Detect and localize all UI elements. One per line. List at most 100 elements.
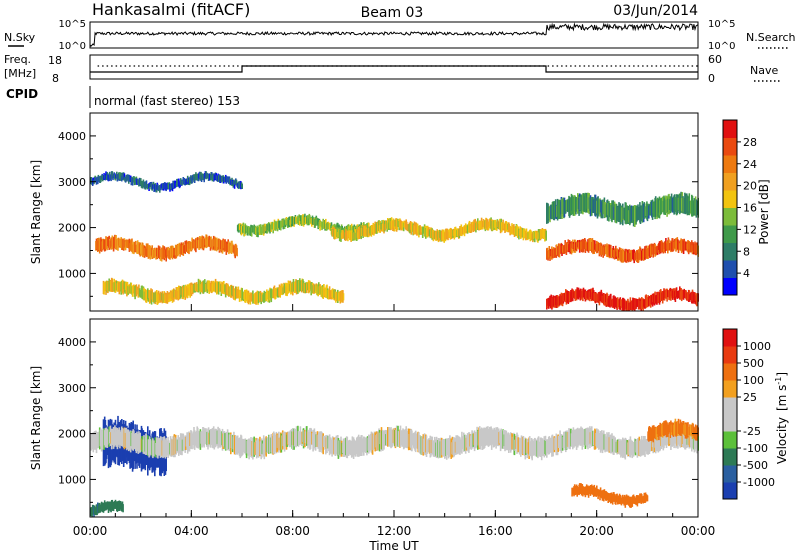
y-tick-label: 4000	[58, 130, 86, 143]
x-tick-label: 20:00	[579, 524, 614, 538]
date-title: 03/Jun/2014	[613, 3, 698, 19]
y-tick-label: 3000	[58, 176, 86, 189]
freq-line	[90, 65, 698, 73]
power-colorbar-tick-label: 28	[743, 136, 757, 149]
power-colorbar-swatch	[723, 190, 737, 208]
power-heatmap-cell	[236, 247, 238, 257]
velocity-colorbar-label-unit: [m s	[775, 385, 789, 411]
velocity-heatmap-cell	[122, 504, 124, 513]
power-heatmap-cell	[111, 171, 114, 179]
power-colorbar-swatch	[723, 277, 737, 296]
station-title: Hankasalmi (fitACF)	[92, 0, 250, 19]
x-axis-label: Time UT	[368, 539, 419, 553]
y-tick-label: 2000	[58, 222, 86, 235]
freq-label-line2: [MHz]	[4, 67, 36, 80]
nsky-line	[89, 22, 699, 47]
power-heatmap-cell	[241, 183, 243, 189]
power-heatmap-cell	[384, 224, 387, 231]
velocity-panel-frame	[89, 318, 699, 518]
nsky-trace	[89, 22, 699, 47]
nsearch-top-tick: 10^5	[708, 19, 735, 30]
y-tick-label: 3000	[58, 382, 86, 395]
cpid-text: normal (fast stereo) 153	[94, 94, 240, 108]
freq-top-tick: 18	[48, 54, 62, 67]
freq-label-line1: Freq.	[4, 53, 31, 66]
nsky-top-tick: 10^5	[59, 19, 86, 30]
nsearch-label: N.Search	[746, 31, 796, 44]
power-colorbar-tick-label: 8	[743, 245, 750, 258]
velocity-colorbar-swatch	[723, 397, 737, 415]
freq-bottom-tick: 8	[52, 72, 59, 85]
velocity-colorbar: 1000 500 100 25 -25 -100 -500 -1000	[722, 328, 775, 500]
velocity-colorbar-tick-label: 1000	[743, 340, 771, 353]
power-colorbar-swatch	[723, 225, 737, 243]
power-heatmap-cell	[299, 217, 301, 226]
power-colorbar-swatch	[723, 260, 737, 278]
power-colorbar-swatch	[723, 172, 737, 191]
freq-strip-frame	[89, 54, 699, 80]
power-heatmap-cell	[257, 227, 259, 238]
nave-bottom-tick: 0	[708, 72, 715, 85]
velocity-heatmap-cell	[646, 495, 649, 502]
x-tick-label: 12:00	[377, 524, 412, 538]
y-tick-label: 2000	[58, 428, 86, 441]
velocity-colorbar-tick-label: 500	[743, 357, 764, 370]
velocity-colorbar-tick-label: -1000	[743, 476, 775, 489]
power-colorbar-swatch	[723, 120, 737, 138]
nsky-bottom-tick: 10^0	[59, 41, 86, 52]
velocity-colorbar-tick-label: 25	[743, 391, 757, 404]
power-heatmap	[90, 171, 699, 311]
velocity-colorbar-swatch	[723, 329, 737, 347]
power-heatmap-cell	[138, 177, 141, 184]
velocity-colorbar-label-close: ]	[775, 372, 789, 377]
power-heatmap-cell	[342, 293, 345, 301]
power-heatmap-cell	[235, 179, 238, 185]
power-heatmap-cell	[558, 296, 561, 306]
power-colorbar-tick-label: 4	[743, 267, 750, 280]
power-heatmap-cell	[191, 177, 193, 184]
velocity-colorbar-tick-label: -25	[743, 425, 761, 438]
y-tick-label: 1000	[58, 267, 86, 280]
power-colorbar-tick-label: 20	[743, 180, 757, 193]
velocity-colorbar-tick-label: -100	[743, 442, 768, 455]
power-heatmap-cell	[233, 180, 236, 189]
velocity-ylabel: Slant Range [km]	[29, 366, 43, 470]
velocity-heatmap-cell	[95, 507, 97, 516]
velocity-colorbar-swatch	[723, 465, 737, 483]
nsky-label: N.Sky	[4, 31, 36, 44]
velocity-colorbar-label-main: Velocity	[775, 417, 789, 464]
power-colorbar-tick-label: 16	[743, 202, 757, 215]
velocity-colorbar-label-sup: -1	[774, 377, 783, 385]
x-tick-label: 00:00	[73, 524, 108, 538]
power-colorbar: 28 24 20 16 12 8 4	[722, 119, 757, 296]
velocity-colorbar-swatch	[723, 414, 737, 432]
y-tick-label: 1000	[58, 473, 86, 486]
power-heatmap-cell	[105, 171, 107, 180]
velocity-colorbar-frame	[722, 328, 738, 500]
x-tick-label: 16:00	[478, 524, 513, 538]
power-colorbar-tick-label: 24	[743, 158, 757, 171]
power-colorbar-swatch	[723, 207, 737, 226]
power-colorbar-tick-label: 12	[743, 223, 757, 236]
nave-label: Nave	[750, 64, 778, 77]
power-colorbar-swatch	[723, 137, 737, 156]
nsearch-bottom-tick: 10^0	[708, 41, 735, 52]
velocity-colorbar-swatch	[723, 431, 737, 449]
freq-trace	[90, 65, 698, 73]
velocity-colorbar-swatch	[723, 346, 737, 364]
power-heatmap-cell	[121, 175, 123, 182]
x-tick-label: 04:00	[174, 524, 209, 538]
power-colorbar-swatch	[723, 242, 737, 261]
power-heatmap-cell	[179, 178, 182, 185]
nave-top-tick: 60	[708, 53, 722, 66]
power-heatmap-cell	[212, 174, 215, 182]
velocity-colorbar-label: Velocity [m s-1]	[774, 372, 789, 464]
velocity-colorbar-swatch	[723, 448, 737, 466]
x-tick-label: 08:00	[275, 524, 310, 538]
x-tick-label: 00:00	[681, 524, 716, 538]
power-heatmap-cell	[123, 173, 126, 179]
velocity-y-axis: 4000 3000 2000 1000	[58, 318, 698, 503]
velocity-colorbar-swatch	[723, 482, 737, 500]
velocity-colorbar-tick-label: 100	[743, 374, 764, 387]
velocity-heatmap	[90, 415, 699, 517]
